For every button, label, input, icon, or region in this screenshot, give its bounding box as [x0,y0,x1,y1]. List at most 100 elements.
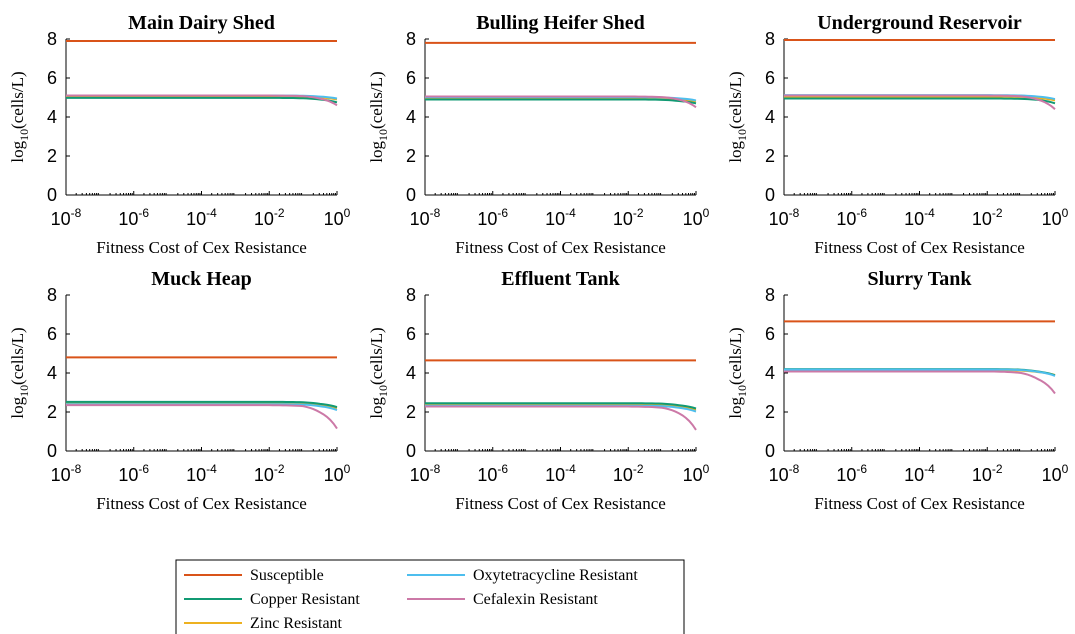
x-tick-base: 10 [972,465,992,485]
x-tick-exponent: -8 [430,206,441,220]
y-tick-label: 0 [765,185,775,205]
series-line [66,96,338,104]
y-label-subscript: 10 [376,385,390,397]
x-axis-label: Fitness Cost of Cex Resistance [96,238,307,257]
x-tick-label: 10-2 [254,462,285,485]
y-axis-label: log10(cells/L) [8,71,31,162]
x-tick-label: 10-6 [836,206,867,229]
x-tick-label: 10-8 [410,206,441,229]
series-line [425,405,697,431]
x-tick-base: 10 [972,209,992,229]
x-tick-label: 10-2 [972,206,1003,229]
x-tick-base: 10 [254,465,274,485]
x-tick-label: 10-4 [186,206,217,229]
x-tick-base: 10 [836,465,856,485]
x-tick-exponent: -8 [71,462,82,476]
legend-label: Oxytetracycline Resistant [473,567,638,584]
x-tick-base: 10 [1042,465,1062,485]
legend-box [175,559,685,634]
y-label-unit: (cells/L) [367,327,386,385]
legend-item: Zinc Resistant [184,615,343,632]
series-line [784,94,1056,110]
y-tick-label: 0 [47,441,57,461]
y-tick-label: 4 [765,363,775,383]
x-tick-exponent: -2 [992,462,1003,476]
x-tick-exponent: -2 [274,462,285,476]
x-tick-base: 10 [324,465,344,485]
x-tick-exponent: -6 [138,206,149,220]
x-tick-label: 10-8 [769,206,800,229]
x-tick-base: 10 [769,209,789,229]
x-tick-base: 10 [545,209,565,229]
x-tick-label: 100 [324,206,351,229]
x-tick-base: 10 [254,209,274,229]
y-tick-label: 8 [765,285,775,305]
y-tick-label: 2 [47,402,57,422]
x-tick-label: 10-8 [410,462,441,485]
y-tick-label: 6 [765,68,775,88]
legend-label: Copper Resistant [250,591,360,608]
y-label-base: log [8,396,27,418]
y-label-base: log [8,140,27,162]
legend-item: Copper Resistant [184,591,360,608]
y-label-unit: (cells/L) [726,71,745,129]
x-tick-exponent: 0 [703,206,710,220]
x-axis-label: Fitness Cost of Cex Resistance [96,494,307,513]
legend-label: Susceptible [250,567,324,584]
x-tick-exponent: 0 [1062,206,1069,220]
x-tick-base: 10 [683,465,703,485]
x-tick-label: 10-4 [545,206,576,229]
x-tick-base: 10 [613,465,633,485]
y-tick-label: 4 [406,107,416,127]
y-tick-label: 6 [47,68,57,88]
x-tick-label: 10-6 [836,462,867,485]
x-tick-base: 10 [324,209,344,229]
y-label-subscript: 10 [17,385,31,397]
y-tick-label: 2 [47,146,57,166]
x-tick-label: 10-4 [904,206,935,229]
series-line [425,402,697,410]
series-line [425,98,697,105]
y-label-subscript: 10 [735,385,749,397]
x-tick-label: 10-2 [613,462,644,485]
y-axis-label: log10(cells/L) [726,71,749,162]
x-tick-label: 10-2 [972,462,1003,485]
x-tick-exponent: -8 [430,462,441,476]
chart-title: Muck Heap [151,268,252,290]
x-tick-label: 10-6 [477,206,508,229]
x-tick-exponent: -4 [924,206,935,220]
x-tick-exponent: -4 [565,462,576,476]
x-tick-base: 10 [51,209,71,229]
x-tick-base: 10 [186,465,206,485]
x-axis-label: Fitness Cost of Cex Resistance [814,238,1025,257]
x-tick-base: 10 [186,209,206,229]
x-tick-base: 10 [683,209,703,229]
y-label-base: log [726,140,745,162]
x-tick-exponent: -6 [497,206,508,220]
x-tick-exponent: -8 [789,462,800,476]
y-label-base: log [367,396,386,418]
x-tick-exponent: -4 [206,462,217,476]
x-tick-label: 10-4 [545,462,576,485]
y-label-unit: (cells/L) [726,327,745,385]
x-tick-label: 100 [683,462,710,485]
x-tick-base: 10 [836,209,856,229]
series-line [66,400,338,409]
y-tick-label: 2 [765,402,775,422]
y-tick-label: 8 [47,285,57,305]
x-tick-exponent: 0 [344,206,351,220]
x-tick-label: 100 [1042,206,1069,229]
x-tick-label: 10-8 [51,206,82,229]
y-tick-label: 4 [406,363,416,383]
x-tick-exponent: 0 [344,462,351,476]
x-tick-exponent: -8 [789,206,800,220]
x-tick-label: 10-8 [769,462,800,485]
y-axis-label: log10(cells/L) [367,71,390,162]
y-label-unit: (cells/L) [367,71,386,129]
y-tick-label: 0 [47,185,57,205]
y-label-unit: (cells/L) [8,327,27,385]
x-tick-base: 10 [118,465,138,485]
x-tick-exponent: -2 [992,206,1003,220]
